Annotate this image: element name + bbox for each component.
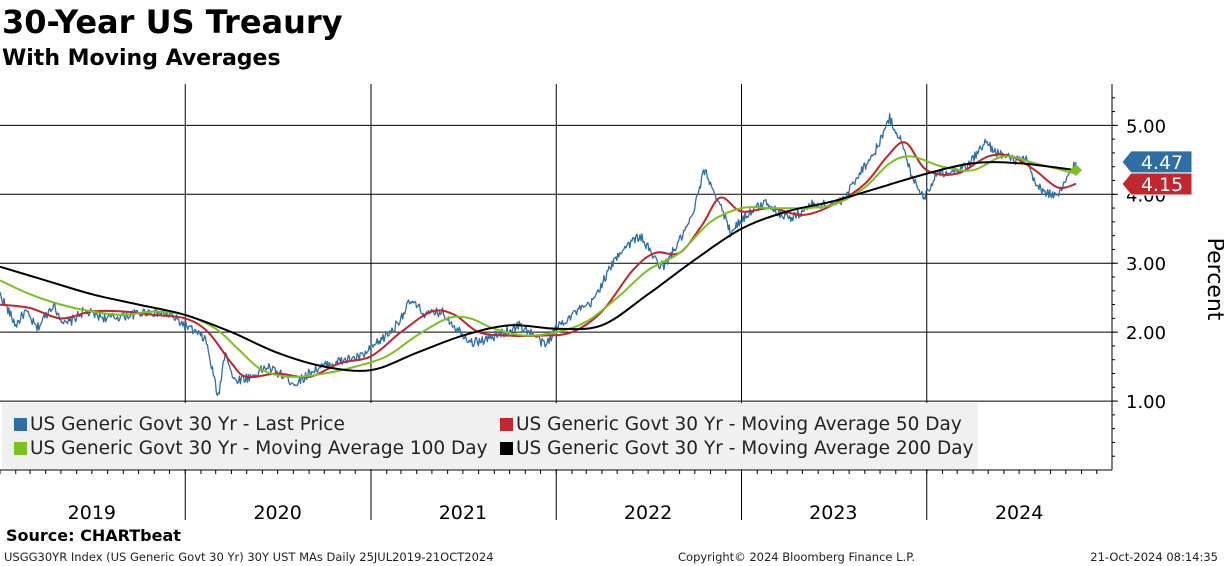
legend-label: US Generic Govt 30 Yr - Last Price [30, 414, 345, 435]
legend-item-ma-100: US Generic Govt 30 Yr - Moving Average 1… [14, 437, 488, 461]
legend-label: US Generic Govt 30 Yr - Moving Average 1… [30, 438, 488, 459]
series-line-2 [0, 155, 1077, 378]
last-value-tag [1121, 150, 1193, 174]
legend: US Generic Govt 30 Yr - Last Price US Ge… [2, 403, 978, 469]
legend-swatch [14, 418, 27, 431]
legend-item-ma-200: US Generic Govt 30 Yr - Moving Average 2… [500, 437, 974, 461]
series-line-0 [0, 113, 1077, 397]
footer-center: Copyright© 2024 Bloomberg Finance L.P. [678, 550, 915, 564]
x-tick-label: 2020 [253, 502, 301, 524]
chart-subtitle: With Moving Averages [2, 46, 281, 71]
series-line-3 [0, 161, 1077, 372]
y-tick-label: 3.00 [1126, 254, 1166, 275]
legend-label: US Generic Govt 30 Yr - Moving Average 5… [516, 414, 962, 435]
x-tick-label: 2023 [809, 502, 857, 524]
y-tick-label: 5.00 [1126, 116, 1166, 137]
end-marker [1069, 164, 1082, 177]
legend-label: US Generic Govt 30 Yr - Moving Average 2… [516, 438, 974, 459]
last-value-tags: 4.474.15 [1069, 150, 1193, 196]
y-axis-label: Percent [1202, 238, 1224, 321]
legend-item-ma-50: US Generic Govt 30 Yr - Moving Average 5… [500, 413, 962, 437]
x-tick-label: 2022 [624, 502, 672, 524]
series-lines [0, 113, 1077, 397]
y-tick-label: 2.00 [1126, 323, 1166, 344]
x-tick-label: 2021 [439, 502, 487, 524]
x-tick-label: 2024 [995, 502, 1043, 524]
legend-item-last-price: US Generic Govt 30 Yr - Last Price [14, 413, 345, 437]
chart-title: 30-Year US Treaury [2, 3, 343, 41]
footer-right: 21-Oct-2024 08:14:35 [1090, 550, 1218, 564]
last-value-tag [1121, 172, 1193, 196]
series-line-1 [0, 141, 1077, 379]
x-tick-label: 2019 [68, 502, 116, 524]
legend-swatch [500, 442, 513, 455]
footer-left: USGG30YR Index (US Generic Govt 30 Yr) 3… [4, 550, 494, 564]
legend-swatch [14, 442, 27, 455]
last-value-tag-label: 4.15 [1141, 174, 1183, 196]
legend-swatch [500, 418, 513, 431]
last-value-tag-label: 4.47 [1141, 152, 1183, 174]
source-note: Source: CHARTbeat [6, 526, 181, 545]
y-tick-label: 1.00 [1126, 392, 1166, 413]
